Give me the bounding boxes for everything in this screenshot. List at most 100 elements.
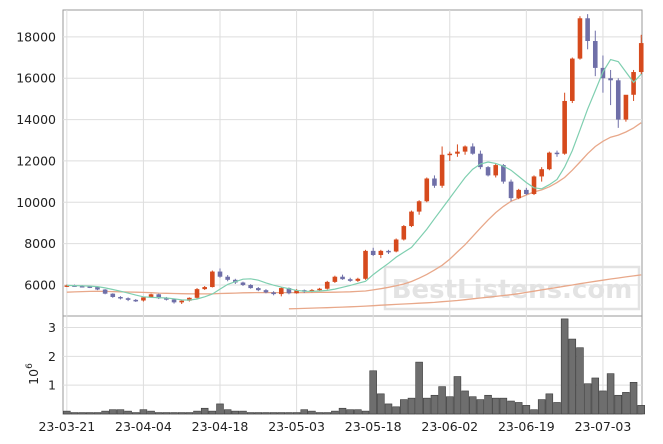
- candle-up: [355, 278, 361, 281]
- candle-down: [524, 189, 529, 195]
- volume-bar: [78, 412, 86, 415]
- volume-bar: [484, 394, 492, 415]
- volume-tick-label: 1: [48, 378, 56, 393]
- candle-down: [164, 298, 169, 300]
- volume-bar: [606, 373, 615, 415]
- candle-up: [64, 285, 70, 287]
- candle-up: [547, 152, 552, 170]
- candle-up: [294, 290, 299, 294]
- volume-tick-label: 3: [48, 320, 56, 335]
- candle-down: [286, 288, 292, 294]
- volume-bar: [86, 412, 94, 415]
- candle-down: [271, 292, 276, 295]
- volume-bar: [400, 399, 408, 415]
- volume-bar: [231, 410, 240, 415]
- x-tick-label: 23-03-21: [38, 419, 95, 434]
- candle-down: [240, 282, 246, 285]
- volume-bar: [514, 402, 523, 415]
- candle-up: [631, 72, 636, 95]
- candle-up: [562, 100, 567, 154]
- candle-up: [531, 176, 537, 195]
- moving-average-long-line: [288, 274, 642, 310]
- volume-bar: [446, 396, 454, 415]
- candle-down: [386, 250, 391, 253]
- volume-bar: [262, 412, 270, 415]
- volume-bar: [361, 410, 370, 415]
- candle-up: [516, 189, 521, 199]
- volume-bar: [315, 412, 324, 415]
- candle-down: [263, 290, 269, 293]
- volume-bar: [354, 409, 362, 415]
- moving-average-mid-line: [66, 122, 642, 295]
- candle-up: [187, 297, 192, 301]
- candle-up: [623, 94, 629, 120]
- volume-bar: [239, 410, 247, 415]
- candle-up: [278, 288, 284, 295]
- volume-bar: [323, 412, 331, 415]
- price-tick-label: 12000: [16, 153, 56, 168]
- volume-tick-label: 2: [48, 349, 56, 364]
- volume-bar: [193, 410, 201, 415]
- candle-up: [378, 250, 384, 256]
- volume-bar: [377, 393, 385, 415]
- volume-bar: [476, 399, 485, 415]
- candle-up: [447, 153, 453, 156]
- volume-bar: [346, 409, 354, 415]
- volume-bar: [147, 410, 155, 415]
- candle-up: [363, 250, 368, 279]
- volume-bar: [254, 412, 263, 415]
- candle-down: [585, 18, 590, 42]
- volume-bar: [545, 393, 554, 415]
- candle-up: [401, 226, 407, 240]
- x-tick-label: 23-06-19: [498, 419, 555, 434]
- volume-bar: [285, 412, 293, 415]
- candle-down: [171, 299, 177, 303]
- candle-up: [179, 300, 185, 303]
- candle-up: [317, 288, 322, 291]
- candle-up: [148, 294, 154, 298]
- candle-up: [493, 165, 499, 176]
- volume-panel-frame: [62, 315, 643, 415]
- candle-down: [248, 284, 253, 289]
- volume-bar: [614, 394, 623, 415]
- volume-bar: [583, 383, 592, 415]
- volume-bar: [599, 390, 607, 415]
- volume-bar: [63, 410, 71, 415]
- volume-axis-label: 106: [25, 363, 41, 385]
- volume-bar: [461, 390, 469, 415]
- x-tick-label: 23-04-18: [192, 419, 249, 434]
- candle-down: [217, 271, 223, 277]
- price-tick-label: 10000: [16, 195, 56, 210]
- volume-bar: [568, 338, 577, 415]
- price-panel-frame: [62, 9, 643, 317]
- candle-down: [501, 165, 506, 182]
- volume-bar: [430, 394, 439, 415]
- candle-down: [256, 288, 261, 291]
- volume-bar: [438, 386, 446, 415]
- volume-bar: [109, 409, 117, 415]
- candle-down: [608, 78, 613, 81]
- candle-down: [432, 178, 437, 186]
- volume-bar: [407, 397, 416, 415]
- volume-bar: [208, 410, 217, 415]
- volume-bar: [300, 409, 308, 415]
- candle-down: [87, 286, 93, 288]
- candle-up: [462, 146, 468, 152]
- volume-bar: [154, 412, 163, 415]
- volume-bar: [200, 407, 209, 415]
- candle-up: [194, 289, 200, 298]
- volume-bar: [507, 400, 515, 415]
- candle-down: [347, 279, 353, 281]
- candle-up: [539, 169, 544, 177]
- price-tick-label: 6000: [24, 277, 56, 292]
- candle-up: [439, 154, 445, 186]
- volume-bar: [423, 397, 431, 415]
- volume-bar: [576, 347, 584, 415]
- candle-up: [202, 287, 207, 290]
- candle-up: [393, 239, 399, 252]
- volume-bar: [637, 405, 645, 415]
- candle-up: [638, 43, 644, 73]
- candle-up: [332, 276, 338, 282]
